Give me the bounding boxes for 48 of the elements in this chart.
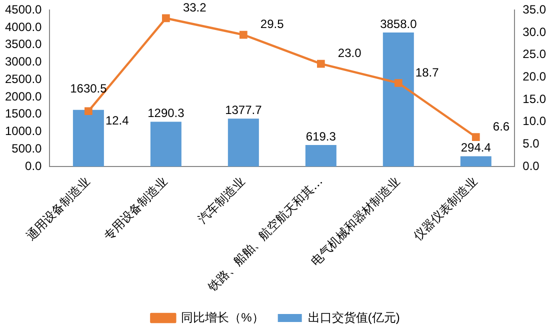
y-tick-label: 4000.0 [5, 20, 42, 34]
data-label: 3858.0 [380, 16, 418, 31]
data-label: 29.5 [260, 17, 284, 32]
y-tick-label: 0.0 [25, 158, 42, 173]
y2-tick-label: 5.0 [522, 136, 540, 150]
bar [305, 145, 336, 167]
bar [460, 156, 492, 167]
y2-tick-label: 20.0 [522, 70, 546, 84]
data-label: 23.0 [338, 46, 362, 60]
bar [150, 122, 182, 167]
data-label: 294.4 [460, 140, 492, 155]
x-tick-label: 专用设备制造业 [100, 174, 170, 244]
y2-tick-label: 10.0 [522, 114, 546, 128]
data-label: 18.7 [415, 65, 440, 80]
y-tick-label: 1500.0 [5, 106, 42, 121]
y2-tick-label: 25.0 [522, 47, 546, 62]
y2-tick-label: 30.0 [522, 24, 546, 39]
y2-tick-label: 0.0 [522, 158, 540, 173]
data-label: 1377.7 [225, 102, 262, 117]
bar [382, 32, 414, 167]
y-tick-label: 2500.0 [5, 72, 42, 86]
y2-tick-label: 35.0 [522, 2, 546, 17]
x-tick-label: 汽车制造业 [195, 174, 248, 226]
y-tick-label: 500.0 [12, 141, 42, 156]
y-tick-label: 1000.0 [5, 124, 42, 138]
data-label: 12.4 [105, 113, 130, 128]
y-tick-label: 2000.0 [5, 89, 42, 104]
data-label: 1290.3 [148, 106, 185, 120]
point [240, 30, 248, 39]
data-label: 1630.5 [70, 81, 108, 96]
y2-tick-label: 15.0 [522, 92, 546, 106]
y-tick-label: 3500.0 [5, 37, 42, 52]
legend-label: 同比增长（%） [181, 310, 264, 324]
legend-label: 出口交货值(亿元) [308, 310, 400, 324]
bar [228, 118, 259, 167]
point [394, 79, 402, 87]
point [316, 60, 325, 68]
point [472, 133, 480, 141]
y-tick-label: 3000.0 [5, 54, 42, 69]
point [162, 14, 170, 22]
bar [72, 110, 104, 167]
y-tick-label: 4500.0 [5, 2, 42, 17]
data-label: 619.3 [306, 129, 336, 144]
data-label: 33.2 [182, 0, 207, 15]
point [84, 107, 92, 116]
data-label: 6.6 [492, 119, 510, 134]
x-tick-label: 通用设备制造业 [23, 174, 93, 244]
x-tick-label: 仪器仪表制造业 [410, 174, 480, 244]
